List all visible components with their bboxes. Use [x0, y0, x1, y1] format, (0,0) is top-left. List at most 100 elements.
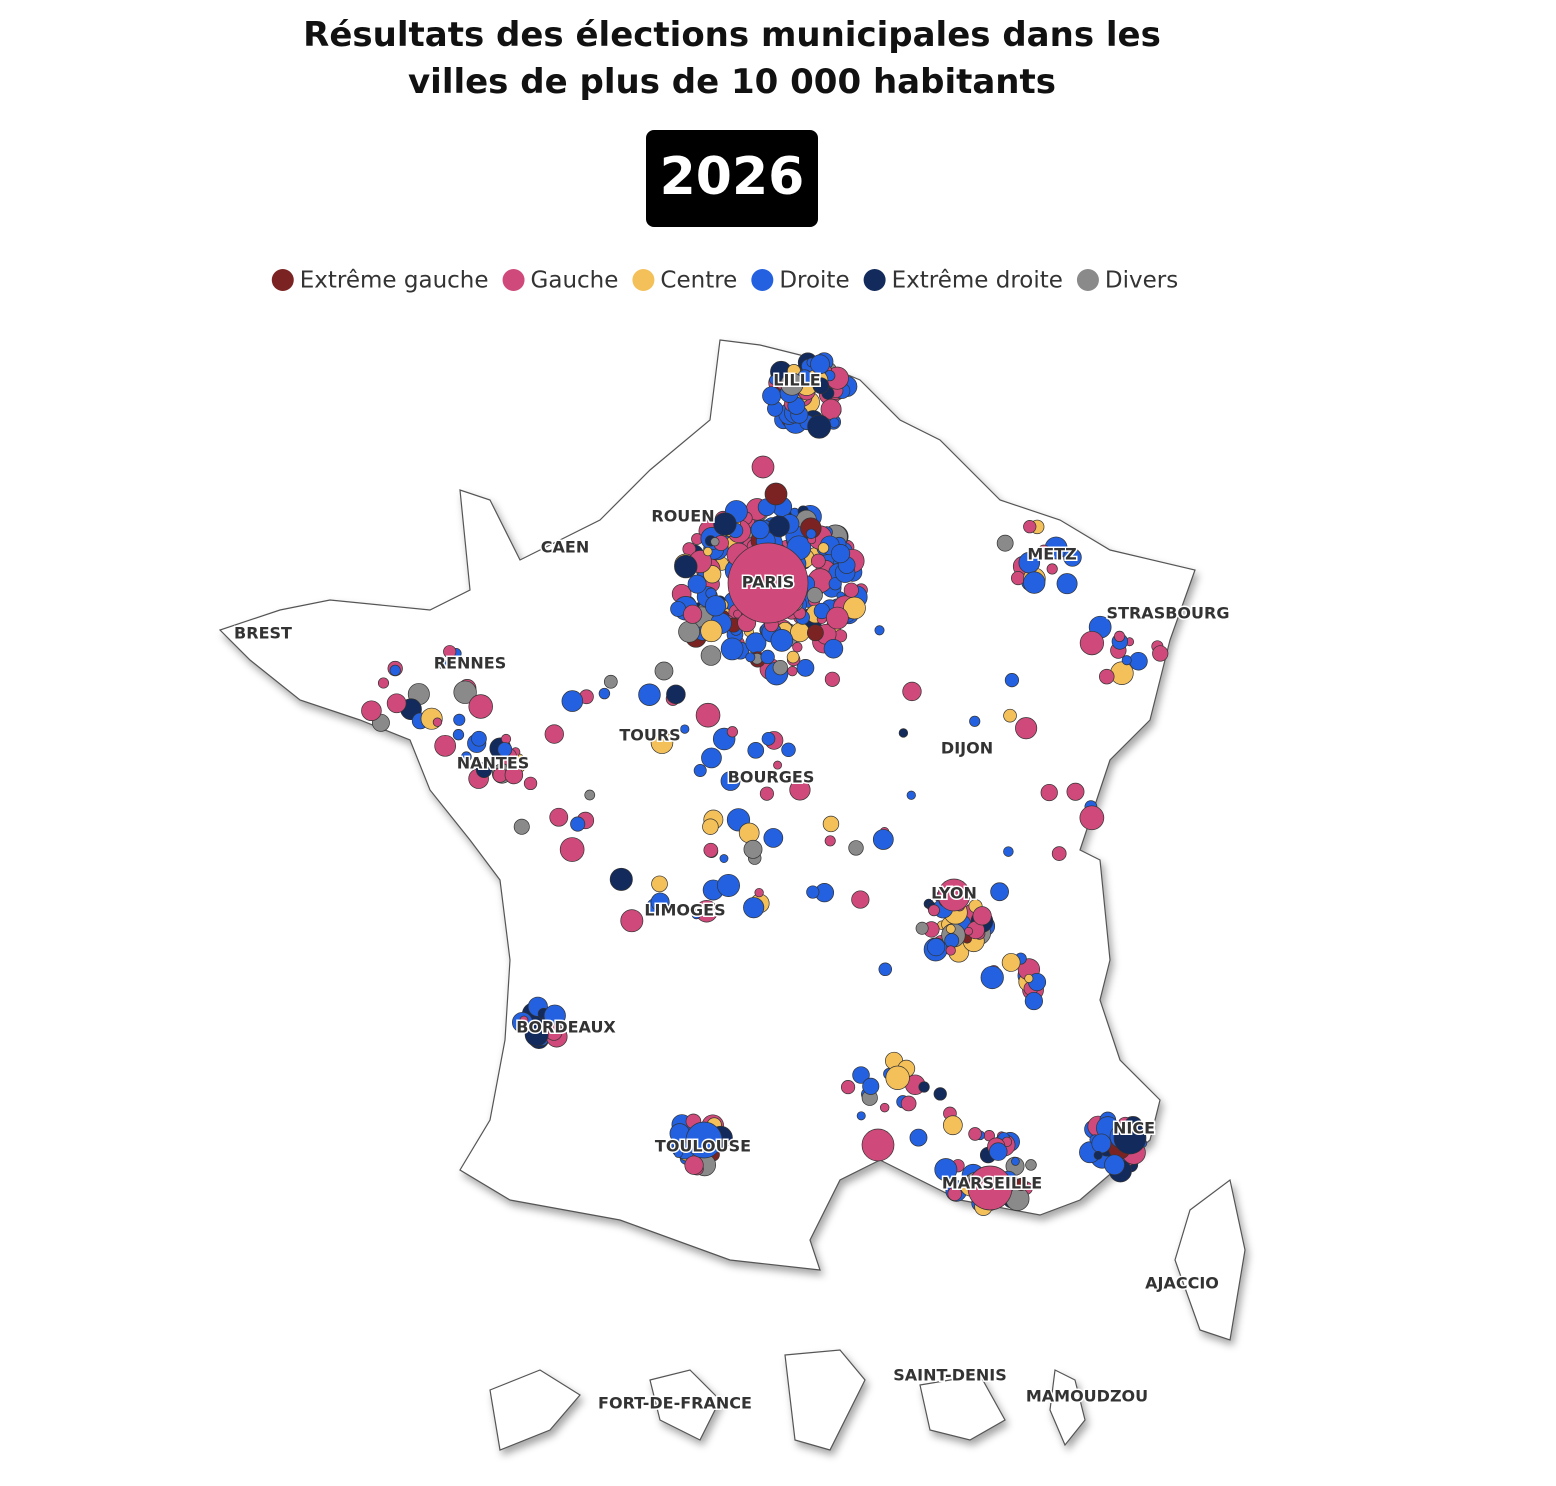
city-bubble: [1104, 1154, 1125, 1176]
city-bubble: [673, 1148, 683, 1158]
city-bubble: [772, 660, 788, 676]
city-bubble: [1066, 782, 1085, 801]
city-bubble: [1037, 544, 1050, 557]
city-bubble: [519, 1015, 529, 1025]
city-bubble: [1003, 708, 1017, 723]
city-bubble: [787, 666, 798, 677]
city-bubble: [807, 414, 832, 439]
city-bubble: [523, 776, 538, 791]
legend-label: Extrême gauche: [300, 268, 489, 294]
city-bubble: [761, 731, 776, 746]
reunion: [919, 1374, 1006, 1441]
city-bubble: [386, 693, 407, 714]
city-bubble: [701, 747, 722, 769]
city-bubble: [1056, 573, 1078, 595]
city-bubble: [1011, 571, 1026, 586]
city-bubble: [738, 822, 760, 844]
city-bubble: [1024, 973, 1034, 984]
city-bubble: [504, 765, 524, 785]
city-bubble: [754, 887, 764, 898]
legend-swatch: [632, 269, 655, 291]
city-bubble: [549, 807, 569, 827]
city-bubble: [1152, 645, 1169, 662]
city-bubble: [759, 786, 774, 801]
city-label: FORT-DE-FRANCE: [598, 1394, 752, 1413]
city-bubble: [389, 664, 401, 676]
city-bubble: [900, 1095, 917, 1112]
city-label: PARIS: [742, 573, 794, 592]
city-bubble: [823, 638, 844, 659]
city-bubble: [710, 537, 720, 547]
city-bubble: [760, 649, 775, 665]
title-line: Résultats des élections municipales dans…: [303, 15, 1161, 55]
city-bubble: [969, 715, 981, 727]
city-bubble: [898, 728, 909, 738]
city-bubble: [453, 680, 477, 704]
legend-label: Extrême droite: [892, 268, 1063, 294]
city-bubble: [1001, 953, 1021, 972]
city-bubble: [918, 1081, 930, 1093]
city-bubble: [680, 724, 690, 734]
city-label: STRASBOURG: [1107, 604, 1230, 623]
city-bubble: [996, 534, 1014, 552]
city-bubble: [825, 606, 849, 630]
city-bubble: [1079, 805, 1105, 831]
city-bubble: [770, 629, 794, 652]
city-bubble: [848, 840, 864, 856]
city-bubble: [654, 661, 674, 681]
city-label: RENNES: [434, 654, 506, 673]
city-bubble: [695, 702, 721, 728]
city-bubble: [927, 938, 946, 957]
city-bubble: [781, 742, 796, 758]
city-label: TOURS: [619, 726, 680, 745]
city-bubble: [947, 1186, 963, 1202]
city-bubble: [750, 520, 770, 540]
city-label: ROUEN: [651, 507, 714, 526]
city-bubble: [909, 1128, 928, 1147]
city-bubble: [980, 965, 1004, 990]
city-bubble: [990, 882, 1009, 902]
city-bubble: [733, 609, 742, 619]
city-bubble: [471, 730, 487, 747]
city-bubble: [1040, 783, 1058, 802]
city-bubble: [879, 1102, 890, 1113]
city-bubble: [438, 659, 449, 670]
city-label: LIMOGES: [644, 901, 725, 920]
city-bubble: [703, 842, 719, 858]
city-bubble: [638, 683, 661, 706]
city-label: NANTES: [457, 754, 530, 773]
city-label: BORDEAUX: [516, 1018, 616, 1037]
city-bubble: [598, 687, 611, 700]
city-label: DIJON: [941, 739, 993, 758]
city-bubble: [915, 921, 929, 935]
city-bubble: [461, 751, 472, 763]
city-bubble: [840, 1079, 856, 1095]
city-bubble: [763, 828, 784, 848]
city-label: AJACCIO: [1145, 1274, 1219, 1293]
city-bubble: [524, 1022, 549, 1047]
city-bubble: [967, 1165, 1013, 1211]
city-bubble: [1110, 661, 1134, 685]
city-bubble: [747, 742, 765, 759]
city-bubble: [674, 554, 698, 579]
legend-swatch: [751, 269, 774, 291]
city-bubble: [945, 924, 956, 934]
city-bubble: [743, 839, 763, 859]
city-bubble: [609, 867, 633, 891]
city-bubble: [700, 645, 722, 666]
bubbles: [361, 352, 1169, 1216]
city-bubble: [743, 897, 765, 919]
city-bubble: [828, 577, 842, 591]
city-bubble: [713, 512, 737, 536]
city-bubble: [810, 354, 830, 375]
city-bubble: [769, 375, 779, 385]
city-bubble: [700, 619, 723, 643]
city-bubble: [1079, 630, 1104, 656]
city-bubble: [1051, 846, 1067, 861]
city-bubble: [1129, 651, 1148, 671]
city-bubble: [1121, 655, 1132, 666]
city-bubble: [817, 542, 830, 554]
city-bubble: [824, 671, 840, 687]
city-bubble: [720, 637, 744, 661]
legend-swatch: [502, 269, 525, 291]
